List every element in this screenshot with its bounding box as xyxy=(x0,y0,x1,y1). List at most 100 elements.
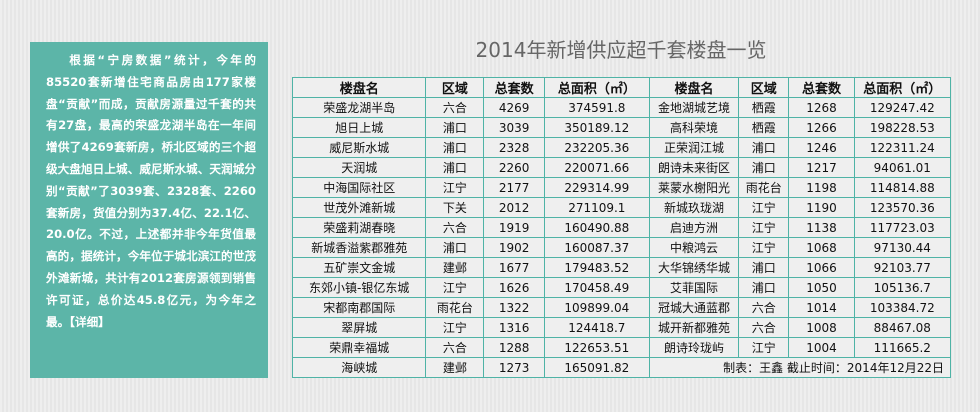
summary-body: 根据“宁房数据”统计，今年的85520套新增住宅商品房由177家楼盘“贡献”而成… xyxy=(46,53,256,329)
summary-text: 根据“宁房数据”统计，今年的85520套新增住宅商品房由177家楼盘“贡献”而成… xyxy=(46,50,256,333)
table-row: 宋都南郡国际 雨花台 1322 109899.04 冠城大通蓝郡 六合 1014 103384… xyxy=(291,297,952,318)
table-cell: 1902 xyxy=(483,237,545,258)
table-cell: 129247.42 xyxy=(853,97,952,118)
table-cell: 111665.2 xyxy=(853,337,952,358)
table-cell: 艾菲国际 xyxy=(648,277,740,298)
details-link[interactable]: 【详细】 xyxy=(69,314,110,329)
table-cell: 栖霞 xyxy=(738,117,790,138)
table-cell: 冠城大通蓝郡 xyxy=(648,297,740,318)
table-cell: 东郊小镇-银亿东城 xyxy=(291,277,427,298)
table-row: 天润城 浦口 2260 220071.66 朗诗未来街区 浦口 1217 94061.01 xyxy=(291,157,952,178)
table-cell: 103384.72 xyxy=(853,297,952,318)
page-title: 2014年新增供应超千套楼盘一览 xyxy=(475,38,767,62)
table-cell: 109899.04 xyxy=(543,297,650,318)
table-cell: 1190 xyxy=(788,197,855,218)
table-cell: 1677 xyxy=(483,257,545,278)
column-header: 总套数 xyxy=(788,77,855,98)
table-cell: 浦口 xyxy=(425,137,485,158)
table-row: 荣盛龙湖半岛 六合 4269 374591.8 金地湖城艺境 栖霞 1268 129247.4… xyxy=(291,97,952,118)
table-cell: 下关 xyxy=(425,197,485,218)
table-cell: 浦口 xyxy=(425,237,485,258)
table-cell: 1004 xyxy=(788,337,855,358)
table-cell: 大华锦绣华城 xyxy=(648,257,740,278)
table-cell: 翠屏城 xyxy=(291,317,427,338)
summary-panel: 根据“宁房数据”统计，今年的85520套新增住宅商品房由177家楼盘“贡献”而成… xyxy=(30,42,268,378)
table-cell: 124418.7 xyxy=(543,317,650,338)
table-header: 楼盘名 区域 总套数 总面积（㎡） 楼盘名 区域 总套数 总面积（㎡） xyxy=(291,77,952,98)
table-cell: 160087.37 xyxy=(543,237,650,258)
table-cell: 232205.36 xyxy=(543,137,650,158)
table-row: 翠屏城 江宁 1316 124418.7 城开新都雅苑 六合 1008 88467.08 xyxy=(291,317,952,338)
housing-table: 楼盘名 区域 总套数 总面积（㎡） 楼盘名 区域 总套数 总面积（㎡） 荣盛龙湖半岛 六合 426… xyxy=(291,77,952,378)
table-cell: 1008 xyxy=(788,317,855,338)
table-cell: 170458.49 xyxy=(543,277,650,298)
table-cell: 2328 xyxy=(483,137,545,158)
table-cell: 荣鼎幸福城 xyxy=(291,337,427,358)
table-cell: 97130.44 xyxy=(853,237,952,258)
table-cell: 94061.01 xyxy=(853,157,952,178)
table-cell: 江宁 xyxy=(425,317,485,338)
table-row: 五矿崇文金城 建邺 1677 179483.52 大华锦绣华城 浦口 1066 92103.7… xyxy=(291,257,952,278)
table-cell: 350189.12 xyxy=(543,117,650,138)
table-cell: 198228.53 xyxy=(853,117,952,138)
table-cell: 六合 xyxy=(738,317,790,338)
table-cell: 新城玖珑湖 xyxy=(648,197,740,218)
table-cell: 威尼斯水城 xyxy=(291,137,427,158)
table-row: 中海国际社区 江宁 2177 229314.99 莱蒙水榭阳光 雨花台 1198 114814… xyxy=(291,177,952,198)
table-cell: 2177 xyxy=(483,177,545,198)
table-cell: 1316 xyxy=(483,317,545,338)
table-cell: 114814.88 xyxy=(853,177,952,198)
table-cell: 江宁 xyxy=(738,237,790,258)
table-cell: 旭日上城 xyxy=(291,117,427,138)
table-cell: 122653.51 xyxy=(543,337,650,358)
table-cell: 浦口 xyxy=(738,137,790,158)
column-header: 总面积（㎡） xyxy=(853,77,952,98)
table-cell: 五矿崇文金城 xyxy=(291,257,427,278)
table-cell: 4269 xyxy=(483,97,545,118)
table-row: 东郊小镇-银亿东城 江宁 1626 170458.49 艾菲国际 浦口 1050 105136… xyxy=(291,277,952,298)
table-cell: 2012 xyxy=(483,197,545,218)
table-row: 荣鼎幸福城 六合 1288 122653.51 朗诗玲珑屿 江宁 1004 111665.2 xyxy=(291,337,952,358)
table-cell: 88467.08 xyxy=(853,317,952,338)
table-cell: 122311.24 xyxy=(853,137,952,158)
table-row: 海峡城 建邺 1273 165091.82 制表：王鑫 截止时间：2014年12月22日 xyxy=(291,357,952,378)
table-cell: 朗诗未来街区 xyxy=(648,157,740,178)
table-cell: 1014 xyxy=(788,297,855,318)
table-cell: 1626 xyxy=(483,277,545,298)
table-cell: 宋都南郡国际 xyxy=(291,297,427,318)
table-cell: 天润城 xyxy=(291,157,427,178)
table-cell: 六合 xyxy=(425,217,485,238)
table-footer-note: 制表：王鑫 截止时间：2014年12月22日 xyxy=(648,357,952,378)
table-cell: 229314.99 xyxy=(543,177,650,198)
table-cell: 1273 xyxy=(483,357,545,378)
table-cell: 启迪方洲 xyxy=(648,217,740,238)
table-cell: 雨花台 xyxy=(425,297,485,318)
table-cell: 1068 xyxy=(788,237,855,258)
column-header: 区域 xyxy=(425,77,485,98)
table-row: 威尼斯水城 浦口 2328 232205.36 正荣润江城 浦口 1246 122311.24 xyxy=(291,137,952,158)
table-cell: 165091.82 xyxy=(543,357,650,378)
column-header: 总面积（㎡） xyxy=(543,77,650,98)
table-cell: 3039 xyxy=(483,117,545,138)
table-cell: 浦口 xyxy=(738,157,790,178)
table-cell: 160490.88 xyxy=(543,217,650,238)
table-cell: 中粮鸿云 xyxy=(648,237,740,258)
table-cell: 浦口 xyxy=(425,117,485,138)
table-row: 旭日上城 浦口 3039 350189.12 高科荣境 栖霞 1266 198228.53 xyxy=(291,117,952,138)
table-row: 荣盛莉湖春晓 六合 1919 160490.88 启迪方洲 江宁 1138 117723.03 xyxy=(291,217,952,238)
table-cell: 浦口 xyxy=(738,257,790,278)
table-cell: 江宁 xyxy=(425,177,485,198)
table-cell: 1138 xyxy=(788,217,855,238)
table-cell: 江宁 xyxy=(738,337,790,358)
table-cell: 世茂外滩新城 xyxy=(291,197,427,218)
table-cell: 374591.8 xyxy=(543,97,650,118)
table-cell: 271109.1 xyxy=(543,197,650,218)
table-cell: 2260 xyxy=(483,157,545,178)
table-cell: 92103.77 xyxy=(853,257,952,278)
table-cell: 江宁 xyxy=(425,277,485,298)
table-cell: 1268 xyxy=(788,97,855,118)
table-cell: 1198 xyxy=(788,177,855,198)
table-cell: 建邺 xyxy=(425,357,485,378)
table-cell: 江宁 xyxy=(738,197,790,218)
table-cell: 179483.52 xyxy=(543,257,650,278)
